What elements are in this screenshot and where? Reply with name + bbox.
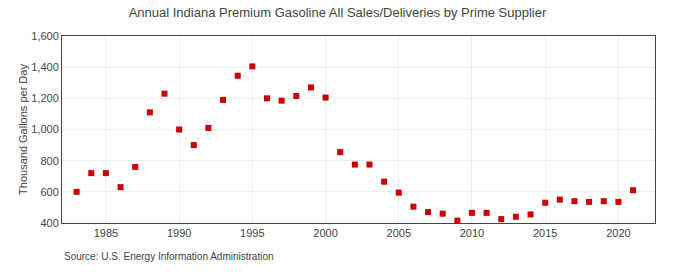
svg-text:Source: U.S. Energy Informatio: Source: U.S. Energy Information Administ…: [64, 251, 274, 262]
svg-text:2000: 2000: [313, 227, 337, 239]
svg-text:600: 600: [40, 186, 58, 198]
svg-text:1995: 1995: [240, 227, 264, 239]
svg-text:1,000: 1,000: [31, 123, 59, 135]
svg-text:800: 800: [40, 155, 58, 167]
svg-text:Annual Indiana Premium Gasolin: Annual Indiana Premium Gasoline All Sale…: [129, 5, 547, 20]
svg-text:2020: 2020: [606, 227, 630, 239]
svg-text:2010: 2010: [460, 227, 484, 239]
svg-text:1985: 1985: [94, 227, 118, 239]
svg-text:2005: 2005: [387, 227, 411, 239]
svg-text:1,400: 1,400: [31, 61, 59, 73]
svg-text:1990: 1990: [167, 227, 191, 239]
svg-text:400: 400: [40, 217, 58, 229]
svg-text:Thousand Gallons per Day: Thousand Gallons per Day: [17, 64, 29, 195]
svg-text:1,200: 1,200: [31, 92, 59, 104]
svg-text:1,600: 1,600: [31, 30, 59, 42]
svg-text:2015: 2015: [533, 227, 557, 239]
